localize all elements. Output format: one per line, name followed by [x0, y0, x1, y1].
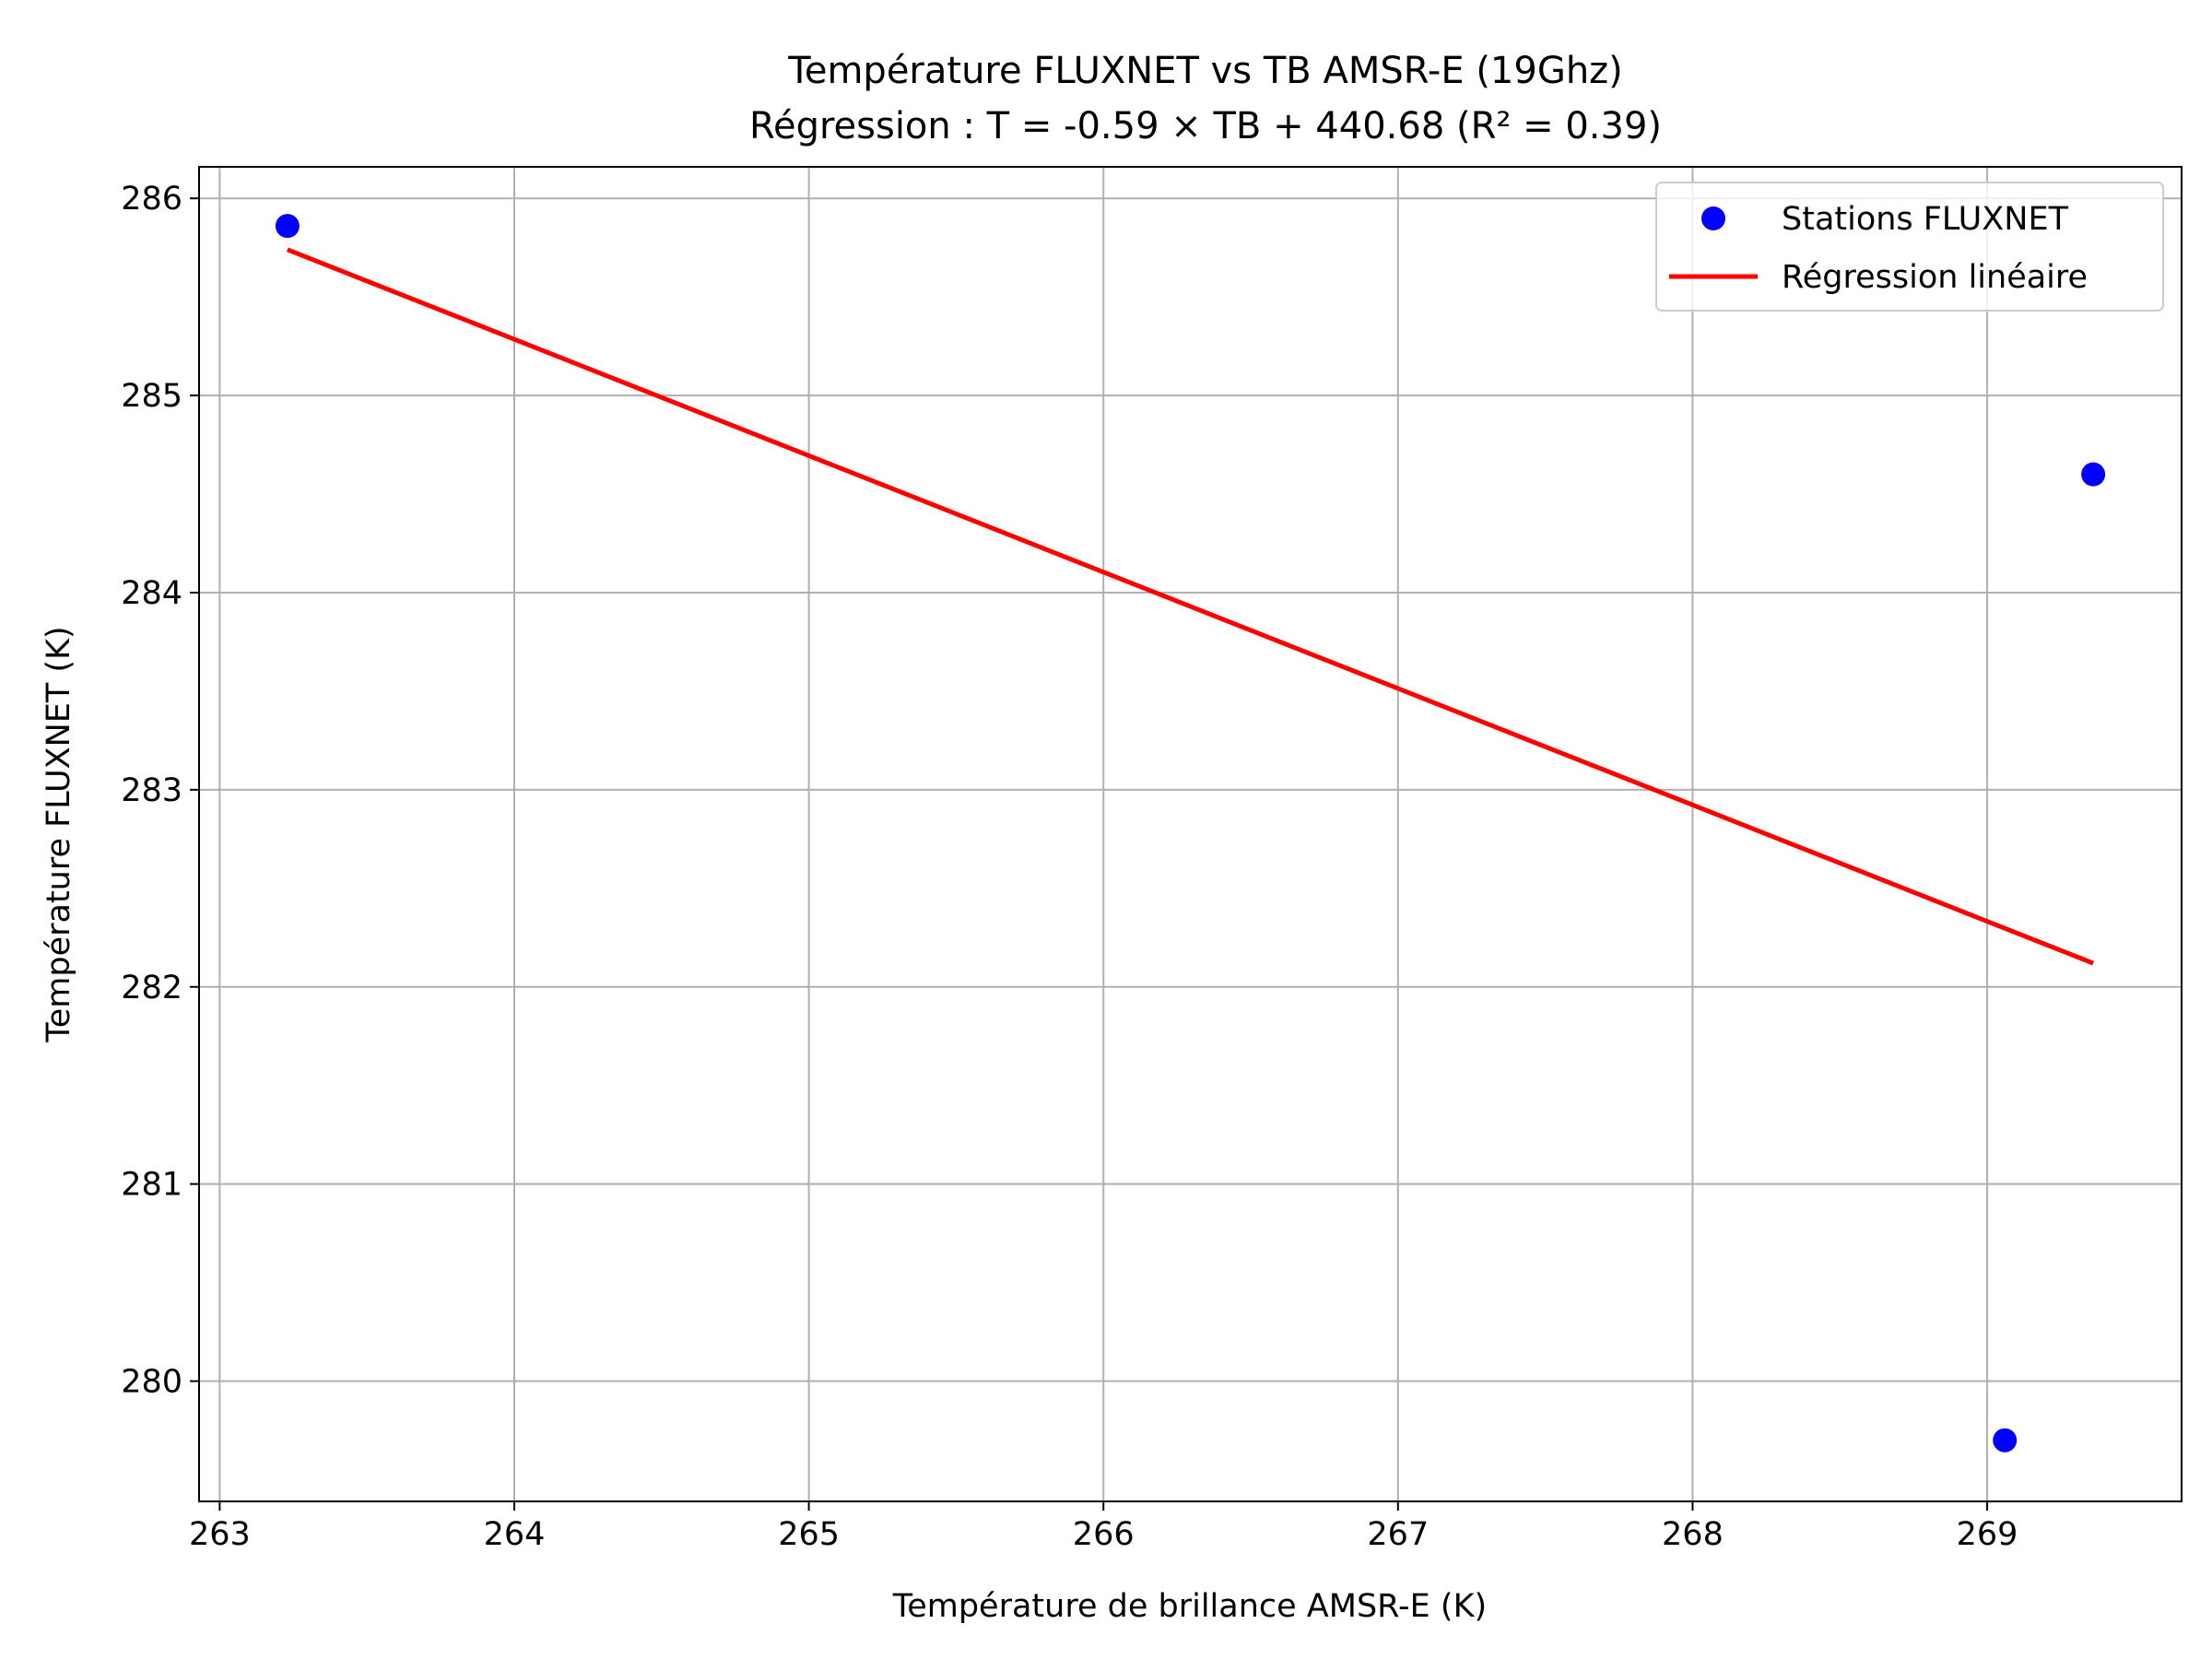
y-tick-label: 285 — [121, 378, 182, 415]
legend-marker-stations — [1701, 206, 1725, 230]
plot-frame — [198, 166, 2183, 1502]
y-axis-label: Température FLUXNET (K) — [41, 626, 77, 1042]
plot-series — [275, 214, 2106, 1453]
x-axis-label: Température de brillance AMSR-E (K) — [892, 1588, 1487, 1625]
x-tick-label: 269 — [1957, 1516, 2018, 1553]
legend-label-regression: Régression linéaire — [1782, 259, 2088, 296]
station-point — [2081, 462, 2106, 487]
y-tick-label: 284 — [121, 575, 182, 612]
regression-line — [286, 247, 2095, 966]
station-point — [1993, 1428, 2018, 1453]
chart-title: Température FLUXNET vs TB AMSR-E (19Ghz) — [787, 50, 1623, 92]
y-tick-label: 286 — [121, 181, 182, 218]
y-tick-label: 281 — [121, 1167, 182, 1204]
x-tick-label: 268 — [1662, 1516, 1724, 1553]
legend-box — [1655, 182, 2164, 312]
y-tick-label: 283 — [121, 772, 182, 809]
grid — [199, 167, 2182, 1501]
x-tick-label: 265 — [778, 1516, 840, 1553]
axis-ticks: 263 264 265 266 267 268 269 280 281 282 283 284 285 2… — [121, 181, 2018, 1553]
y-tick-label: 282 — [121, 970, 182, 1006]
chart-subtitle: Régression : T = -0.59 × TB + 440.68 (R²… — [749, 105, 1662, 147]
y-tick-label: 280 — [121, 1364, 182, 1401]
legend-label-stations: Stations FLUXNET — [1782, 201, 2069, 238]
x-tick-label: 266 — [1073, 1516, 1135, 1553]
legend: Stations FLUXNET Régression linéaire — [1655, 182, 2164, 312]
x-tick-label: 264 — [484, 1516, 546, 1553]
x-tick-label: 267 — [1367, 1516, 1429, 1553]
x-tick-label: 263 — [189, 1516, 251, 1553]
station-point — [275, 214, 300, 239]
